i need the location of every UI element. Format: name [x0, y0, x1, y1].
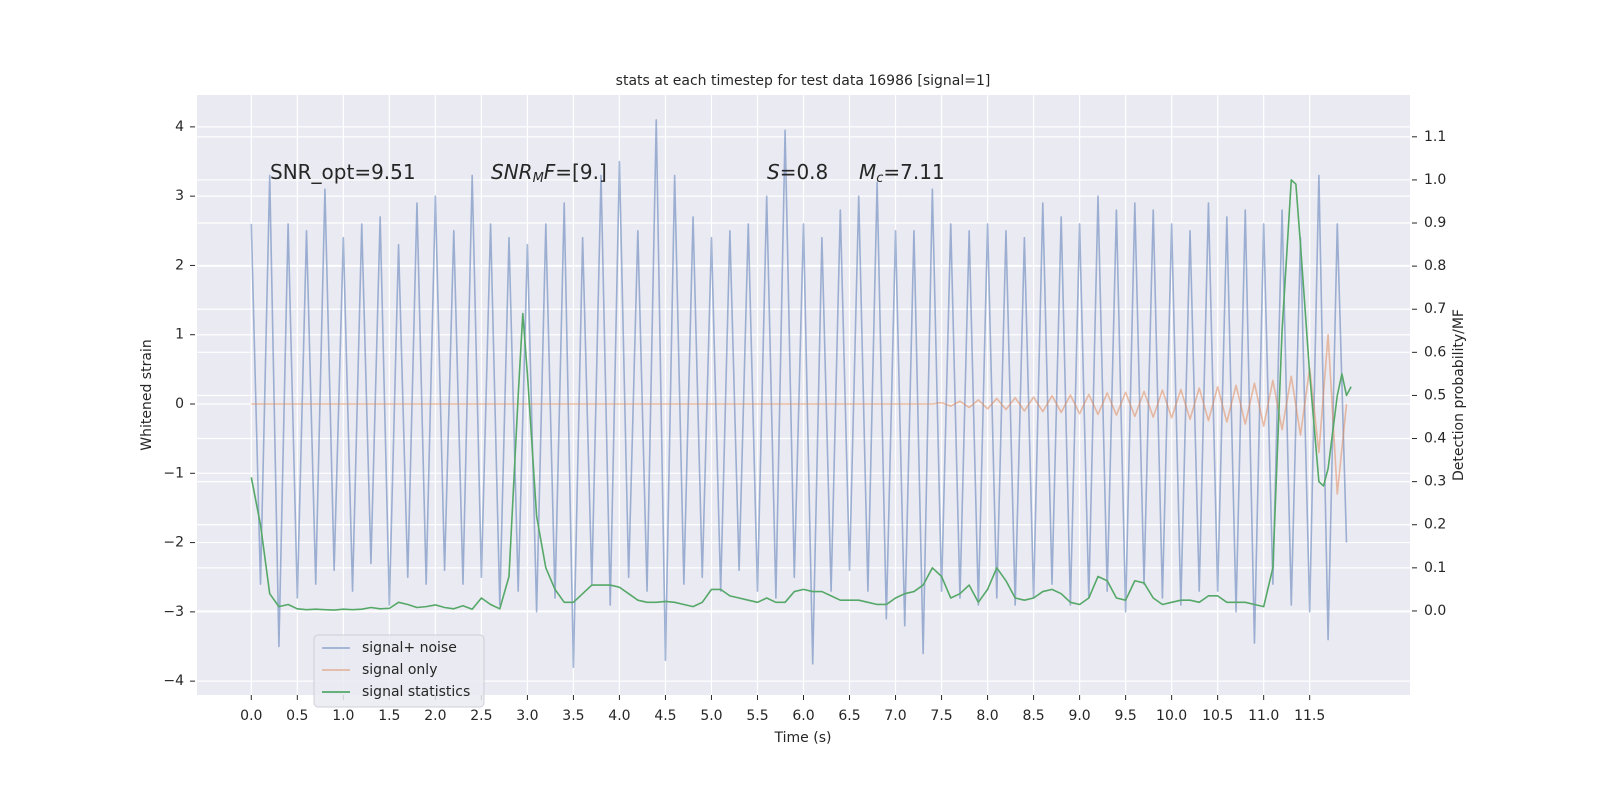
- annotation-part: c: [876, 171, 883, 186]
- series-line: [251, 333, 1348, 495]
- y2-axis-label: Detection probability/MF: [1451, 309, 1467, 481]
- y-tick-label: −2: [163, 535, 184, 551]
- annotation: Mc=7.11: [859, 160, 945, 186]
- x-tick-label: 5.0: [700, 708, 722, 724]
- annotation-part: F: [544, 160, 556, 184]
- y-tick-label: 3: [175, 188, 184, 204]
- x-tick-label: 6.5: [838, 708, 860, 724]
- x-tick-label: 6.0: [792, 708, 814, 724]
- y2-tick-label: 0.7: [1424, 301, 1446, 317]
- y2-tick-label: 0.6: [1424, 344, 1446, 360]
- annotation-part: M: [533, 171, 544, 186]
- chart-title: stats at each timestep for test data 169…: [616, 73, 991, 89]
- x-tick-label: 8.5: [1022, 708, 1044, 724]
- x-axis-label: Time (s): [774, 730, 832, 746]
- annotation-part: =7.11: [883, 160, 944, 184]
- annotation: SNR_opt=9.51: [270, 160, 416, 184]
- x-tick-label: 4.0: [608, 708, 630, 724]
- x-tick-label: 3.5: [562, 708, 584, 724]
- y-tick-label: −3: [163, 604, 184, 620]
- x-tick-label: 0.0: [240, 708, 262, 724]
- y-tick-label: 2: [175, 257, 184, 273]
- legend-box: [313, 634, 485, 708]
- legend-label: signal+ noise: [362, 640, 457, 656]
- annotation: S=0.8: [767, 160, 828, 184]
- labels: 0.0 0.5 1.0 1.5 2.0 2.5 3.0 3.5 4.0 4.5 5.0 5.5 6.0 6…: [163, 119, 1446, 724]
- annotation-part: M: [859, 160, 876, 184]
- annotation-part: SNR: [491, 160, 533, 184]
- y2-tick-label: 0.0: [1424, 603, 1446, 619]
- annotation-part: =0.8: [780, 160, 829, 184]
- y2-tick-label: 0.4: [1424, 431, 1446, 447]
- y-tick-label: 0: [175, 396, 184, 412]
- y-axis-label: Whitened strain: [139, 339, 155, 450]
- x-tick-label: 8.0: [976, 708, 998, 724]
- y2-tick-label: 1.0: [1424, 172, 1446, 188]
- x-tick-label: 1.5: [378, 708, 400, 724]
- y-tick-label: −1: [163, 465, 184, 481]
- x-tick-label: 3.0: [516, 708, 538, 724]
- series-line: [250, 119, 1348, 669]
- x-tick-label: 2.5: [470, 708, 492, 724]
- annotation: SNRMF=[9.]: [491, 160, 607, 186]
- y2-tick-label: 0.2: [1424, 517, 1446, 533]
- y2-tick-label: 0.8: [1424, 258, 1446, 274]
- series-line: [250, 179, 1352, 611]
- y2-tick-label: 0.3: [1424, 474, 1446, 490]
- y2-tick-label: 1.1: [1424, 129, 1446, 145]
- x-tick-label: 7.0: [884, 708, 906, 724]
- y-tick-label: 4: [175, 119, 184, 135]
- x-tick-label: 10.5: [1202, 708, 1233, 724]
- x-tick-label: 4.5: [654, 708, 676, 724]
- legend-label: signal only: [362, 662, 437, 678]
- y2-tick-label: 0.1: [1424, 560, 1446, 576]
- x-tick-label: 10.0: [1156, 708, 1187, 724]
- x-tick-label: 5.5: [746, 708, 768, 724]
- y2-tick-label: 0.9: [1424, 215, 1446, 231]
- x-tick-label: 11.5: [1294, 708, 1325, 724]
- x-tick-label: 9.5: [1114, 708, 1136, 724]
- legend-label: signal statistics: [362, 684, 470, 700]
- annotation-part: =[9.]: [555, 160, 606, 184]
- annotation-part: SNR_opt=9.51: [270, 160, 416, 184]
- x-tick-label: 1.0: [332, 708, 354, 724]
- x-tick-label: 2.0: [424, 708, 446, 724]
- x-tick-label: 11.0: [1248, 708, 1279, 724]
- x-tick-label: 9.0: [1068, 708, 1090, 724]
- x-tick-label: 7.5: [930, 708, 952, 724]
- x-tick-label: 0.5: [286, 708, 308, 724]
- y-tick-label: 1: [175, 327, 184, 343]
- marks: [250, 119, 1352, 669]
- y2-tick-label: 0.5: [1424, 387, 1446, 403]
- y-tick-label: −4: [163, 673, 184, 689]
- annotation-part: S: [767, 160, 780, 184]
